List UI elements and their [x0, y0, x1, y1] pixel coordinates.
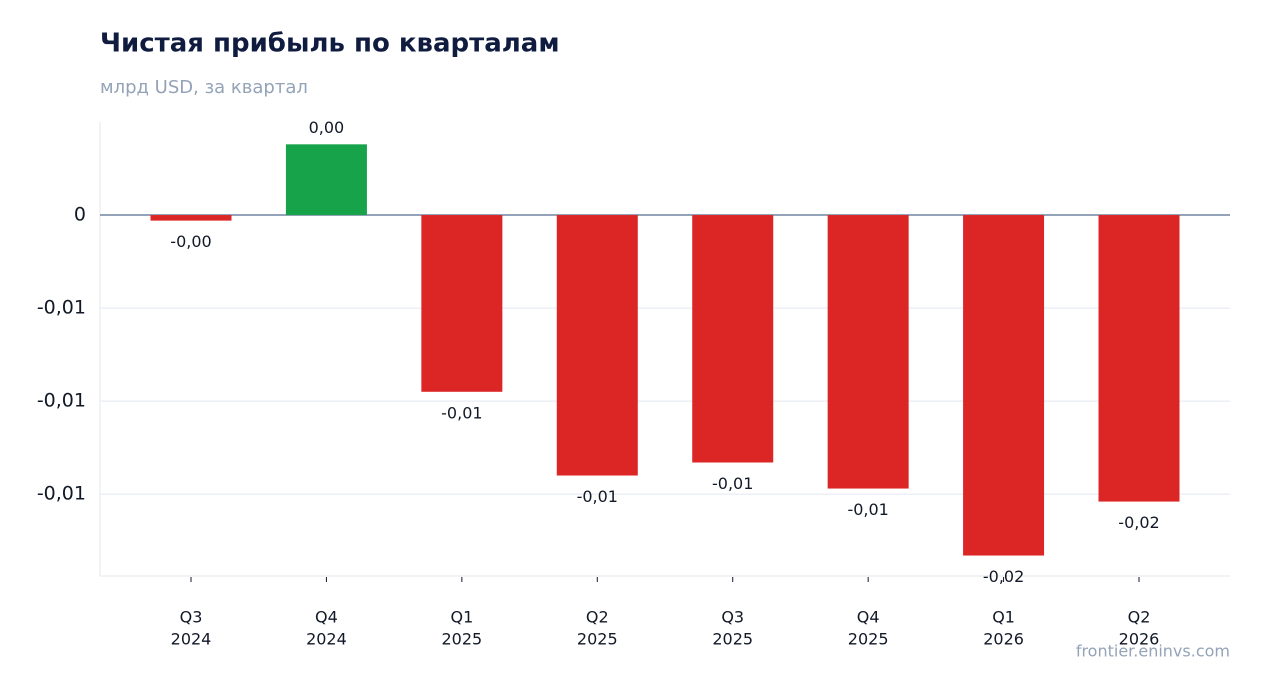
chart-title: Чистая прибыль по кварталам — [100, 29, 560, 59]
x-tick-label: Q1 — [992, 608, 1015, 627]
source: frontier.eninvs.com — [1076, 642, 1230, 661]
bar — [556, 215, 638, 476]
value-label: -0,02 — [1118, 513, 1159, 532]
x-tick-label: 2025 — [442, 630, 483, 649]
value-label: -0,01 — [441, 403, 482, 422]
bar — [285, 144, 367, 216]
bar — [963, 215, 1045, 556]
x-tick-label: 2025 — [848, 630, 889, 649]
x-tick-label: 2025 — [712, 630, 753, 649]
bar — [692, 215, 774, 463]
value-label: -0,01 — [712, 474, 753, 493]
y-tick-label: 0 — [74, 204, 86, 226]
bar — [150, 215, 232, 221]
y-tick-label: -0,01 — [37, 483, 86, 505]
x-tick-label: 2026 — [983, 630, 1024, 649]
x-tick-label: Q3 — [180, 608, 203, 627]
x-tick-label: 2025 — [577, 630, 618, 649]
x-tick-label: Q3 — [721, 608, 744, 627]
x-tick-label: Q2 — [1128, 608, 1151, 627]
bar — [1098, 215, 1180, 502]
bar — [827, 215, 909, 489]
x-tick-label: 2024 — [306, 630, 347, 649]
value-label: -0,01 — [577, 487, 618, 506]
chart-subtitle: млрд USD, за квартал — [100, 77, 308, 98]
x-tick-label: Q4 — [857, 608, 880, 627]
value-label: -0,00 — [170, 232, 211, 251]
x-tick-label: 2026 — [1119, 630, 1160, 649]
bar — [421, 215, 503, 392]
x-tick-label: Q4 — [315, 608, 338, 627]
value-label: 0,00 — [309, 118, 345, 137]
y-tick-label: -0,01 — [37, 390, 86, 412]
y-tick-label: -0,01 — [37, 297, 86, 319]
value-label: -0,01 — [847, 500, 888, 519]
x-tick-label: Q2 — [586, 608, 609, 627]
value-label: -0,02 — [983, 567, 1024, 586]
x-tick-label: Q1 — [450, 608, 473, 627]
x-tick-label: 2024 — [171, 630, 212, 649]
